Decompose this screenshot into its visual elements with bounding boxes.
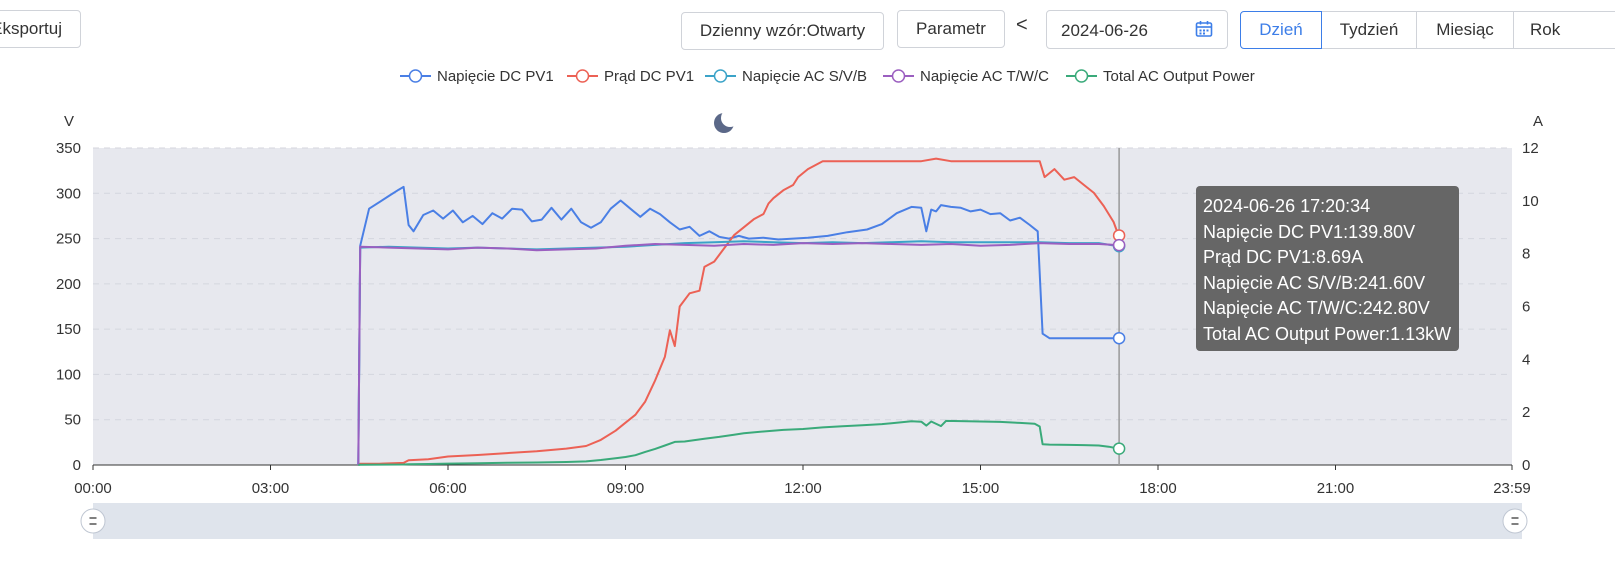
slider-handle-icon[interactable]	[1502, 508, 1528, 534]
legend-symbol-icon	[883, 69, 914, 83]
tab-month[interactable]: Miesiąc	[1416, 11, 1514, 49]
left-tick-label: 150	[56, 321, 81, 338]
legend-item[interactable]: Prąd DC PV1	[567, 64, 694, 88]
legend-label: Napięcie AC T/W/C	[920, 67, 1049, 85]
tooltip-line: Napięcie DC PV1:139.80V	[1203, 221, 1416, 242]
left-tick-label: 100	[56, 366, 81, 383]
legend-symbol-icon	[567, 69, 598, 83]
calendar-icon[interactable]	[1195, 20, 1213, 43]
cursor-marker	[1112, 331, 1126, 345]
right-tick-label: 0	[1522, 457, 1530, 474]
date-value: 2024-06-26	[1061, 21, 1148, 40]
tooltip-line: Napięcie AC T/W/C:242.80V	[1203, 298, 1430, 318]
x-tick-label: 06:00	[429, 480, 467, 497]
x-tick-label: 03:00	[252, 480, 290, 497]
left-tick-label: 0	[73, 457, 81, 474]
series-line	[357, 242, 1119, 466]
series-line	[357, 185, 1119, 466]
legend-symbol-icon	[400, 69, 431, 83]
legend-label: Napięcie DC PV1	[437, 67, 554, 85]
export-button[interactable]: Eksportuj	[0, 10, 81, 48]
legend-symbol-icon	[705, 69, 736, 83]
right-axis-unit: A	[1533, 113, 1543, 130]
series-line	[357, 157, 1120, 466]
legend-symbol-icon	[1066, 69, 1097, 83]
slider-handle-icon[interactable]	[80, 508, 106, 534]
right-tick-label: 6	[1522, 299, 1530, 316]
cursor-marker	[1112, 238, 1126, 252]
x-tick-label: 09:00	[607, 480, 645, 497]
previous-date-button[interactable]: <	[1016, 14, 1028, 36]
x-tick-label: 12:00	[784, 480, 822, 497]
right-tick-label: 2	[1522, 404, 1530, 421]
left-tick-label: 50	[64, 412, 81, 429]
right-tick-label: 4	[1522, 351, 1530, 368]
right-tick-label: 8	[1522, 246, 1530, 263]
left-tick-label: 350	[56, 140, 81, 157]
x-tick-label: 23:59	[1493, 480, 1531, 497]
parameter-button[interactable]: Parametr	[897, 10, 1005, 48]
tooltip-line: Total AC Output Power:1.13kW	[1203, 323, 1452, 344]
left-tick-label: 250	[56, 231, 81, 248]
left-tick-label: 300	[56, 185, 81, 202]
legend-label: Prąd DC PV1	[604, 67, 695, 85]
tooltip-line: Napięcie AC S/V/B:241.60V	[1203, 272, 1426, 293]
left-axis-unit: V	[64, 113, 74, 130]
x-tick-label: 15:00	[962, 480, 1000, 497]
series-line	[358, 419, 1119, 466]
tooltip-line: Prąd DC PV1:8.69A	[1203, 247, 1364, 267]
left-tick-label: 200	[56, 276, 81, 293]
x-tick-label: 00:00	[74, 480, 112, 497]
tab-day[interactable]: Dzień	[1240, 11, 1322, 49]
right-tick-label: 12	[1522, 140, 1539, 157]
x-tick-label: 21:00	[1317, 480, 1355, 497]
legend-item[interactable]: Napięcie AC S/V/B	[705, 64, 867, 88]
date-field[interactable]: 2024-06-26	[1046, 10, 1228, 49]
tooltip-line: 2024-06-26 17:20:34	[1203, 196, 1371, 216]
legend-item[interactable]: Total AC Output Power	[1066, 64, 1255, 88]
tab-year[interactable]: Rok	[1513, 11, 1615, 49]
zoom-slider-track	[93, 503, 1522, 539]
legend-label: Total AC Output Power	[1103, 67, 1255, 85]
right-tick-label: 10	[1522, 193, 1539, 210]
legend-item[interactable]: Napięcie AC T/W/C	[883, 64, 1049, 88]
cursor-marker	[1112, 442, 1126, 455]
x-tick-label: 18:00	[1139, 480, 1177, 497]
chart-tooltip: 2024-06-26 17:20:34 Napięcie DC PV1:139.…	[1196, 186, 1459, 351]
legend-item[interactable]: Napięcie DC PV1	[400, 64, 554, 88]
moon-icon	[714, 109, 739, 133]
legend-label: Napięcie AC S/V/B	[742, 67, 868, 85]
daily-pattern-button[interactable]: Dzienny wzór:Otwarty	[681, 12, 884, 50]
